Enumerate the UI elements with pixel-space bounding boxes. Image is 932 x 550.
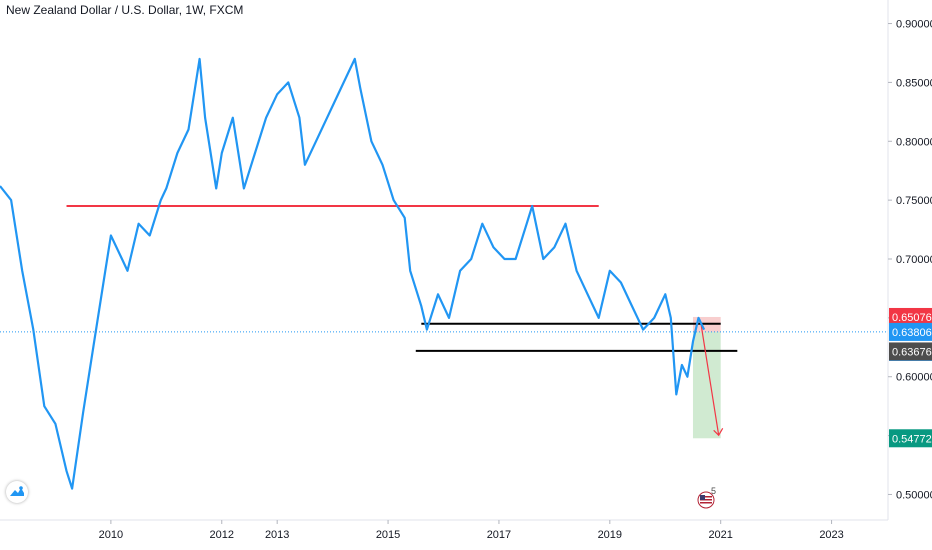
y-tick-label: 0.75000 [896, 195, 932, 207]
price-tag-label: 0.54772 [892, 433, 932, 445]
price-tag-bg [889, 429, 932, 448]
x-tick-label: 2015 [376, 529, 400, 541]
price-tag-label: 0.63806 [892, 327, 932, 339]
y-tick-label: 0.70000 [896, 254, 932, 266]
tradingview-logo-icon[interactable] [6, 481, 28, 503]
price-tag-bg [889, 342, 932, 361]
y-tick-label: 0.85000 [896, 77, 932, 89]
x-tick-label: 2023 [819, 529, 843, 541]
y-tick-label: 0.60000 [896, 372, 932, 384]
x-tick-label: 2017 [487, 529, 511, 541]
x-tick-label: 2021 [708, 529, 732, 541]
projection-arrowhead [713, 427, 724, 437]
event-count: 5 [711, 486, 717, 496]
price-tag-bg [889, 307, 932, 326]
projection-arrow [700, 323, 720, 436]
y-tick-label: 0.50000 [896, 489, 932, 501]
price-tag-label: 0.63676 [892, 346, 932, 358]
x-tick-label: 2013 [265, 529, 289, 541]
series-line-1 [0, 57, 706, 490]
x-tick-label: 2012 [210, 529, 234, 541]
x-tick-label: 2010 [99, 529, 123, 541]
us-flag-icon[interactable] [697, 491, 715, 509]
y-tick-label: 0.90000 [896, 19, 932, 31]
chart-title: New Zealand Dollar / U.S. Dollar, 1W, FX… [6, 3, 244, 17]
y-tick-label: 0.80000 [896, 136, 932, 148]
price-tag-label: 0.65076 [892, 312, 932, 324]
price-tag-bg [889, 322, 932, 341]
x-tick-label: 2019 [598, 529, 622, 541]
